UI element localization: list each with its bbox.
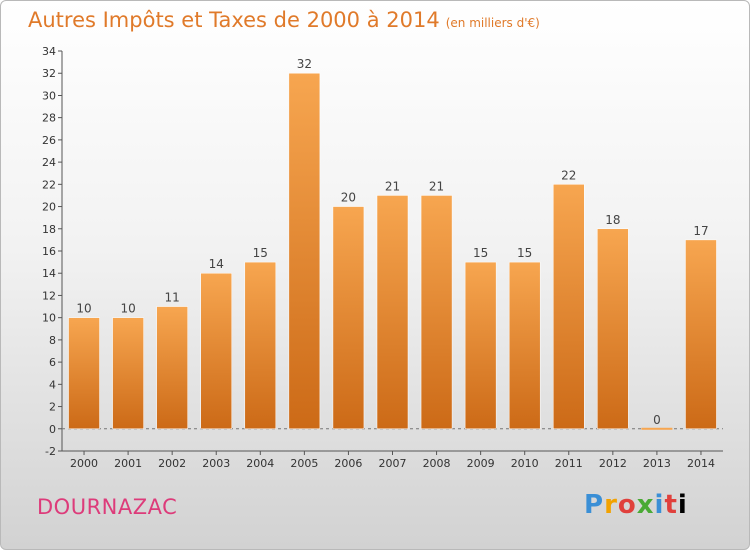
bar [332,206,365,430]
data-label: 20 [341,191,356,205]
y-tick-label: 26 [42,134,56,147]
chart-title: Autres Impôts et Taxes de 2000 à 2014 (en… [28,8,540,32]
commune-name: DOURNAZAC [37,495,178,519]
bar [288,72,321,430]
x-tick-label: 2003 [202,457,230,470]
data-label: 21 [429,179,444,193]
bar [464,261,497,430]
x-tick-label: 2005 [290,457,318,470]
y-tick-label: -2 [45,445,56,458]
x-tick-label: 2014 [687,457,715,470]
y-tick-label: 24 [42,156,56,169]
x-tick-label: 2008 [423,457,451,470]
logo-letter: P [584,490,605,520]
y-tick-label: 4 [49,378,56,391]
chart-title-text: Autres Impôts et Taxes de 2000 à 2014 [28,8,440,32]
y-tick-label: 18 [42,223,56,236]
x-tick-label: 2006 [334,457,362,470]
x-tick-label: 2012 [599,457,627,470]
bar [156,306,188,430]
proxiti-logo: Proxiti [584,490,688,520]
y-tick-label: 22 [42,178,56,191]
x-tick-label: 2011 [555,457,583,470]
y-tick-label: 6 [49,356,56,369]
y-tick-label: 30 [42,89,56,102]
data-label: 10 [76,302,91,316]
data-label: 15 [473,246,488,260]
data-label: 17 [693,224,708,238]
data-label: 11 [165,291,180,305]
x-tick-label: 2000 [70,457,98,470]
x-tick-label: 2002 [158,457,186,470]
bar [244,261,277,430]
x-tick-label: 2001 [114,457,142,470]
bar [200,272,232,430]
x-tick-label: 2013 [643,457,671,470]
bar [641,427,673,430]
data-label: 0 [653,413,661,427]
x-tick-label: 2004 [246,457,274,470]
y-tick-label: 34 [42,45,56,58]
bar [68,317,100,430]
data-label: 18 [605,213,620,227]
y-tick-label: 2 [49,401,56,414]
logo-letter: t [664,490,678,520]
y-tick-label: 12 [42,289,56,302]
bar [420,195,453,430]
bar [376,195,409,430]
data-label: 15 [253,246,268,260]
bar [553,184,585,430]
data-label: 14 [209,257,224,271]
data-label: 10 [120,302,135,316]
logo-letter: r [604,490,618,520]
y-tick-label: 14 [42,267,56,280]
data-label: 22 [561,168,576,182]
y-tick-label: 0 [49,423,56,436]
data-label: 32 [297,57,312,71]
bar [597,228,629,430]
data-label: 21 [385,179,400,193]
data-label: 15 [517,246,532,260]
logo-letter: o [617,490,637,520]
x-tick-label: 2010 [511,457,539,470]
logo-letter: i [654,490,665,520]
bar [112,317,144,430]
logo-letter: i [677,490,688,520]
bar [508,261,541,430]
bar [685,239,717,430]
logo-letter: x [636,490,655,520]
y-tick-label: 32 [42,67,56,80]
y-tick-label: 20 [42,201,56,214]
y-tick-label: 16 [42,245,56,258]
y-tick-label: 8 [49,334,56,347]
y-tick-label: 28 [42,112,56,125]
y-tick-label: 10 [42,312,56,325]
x-tick-label: 2009 [467,457,495,470]
x-tick-label: 2007 [379,457,407,470]
chart-title-unit: (en milliers d'€) [445,16,540,30]
